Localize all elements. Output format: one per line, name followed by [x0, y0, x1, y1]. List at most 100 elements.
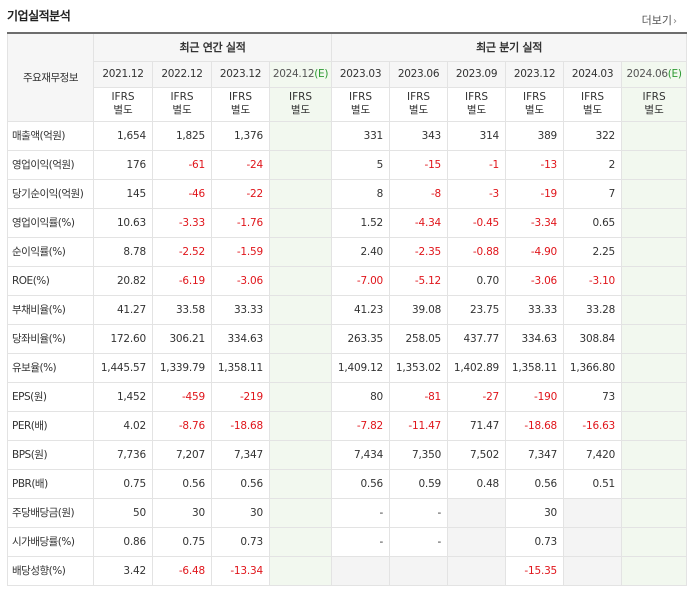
table-cell: 1,358.11: [505, 352, 565, 383]
row-label: 순이익률(%): [7, 236, 94, 267]
financial-summary-table: 주요재무정보 최근 연간 실적 최근 분기 실적 2021.12 2022.12 2023…: [7, 32, 688, 586]
table-cell: -6.19: [152, 265, 212, 296]
table-cell: 8.78: [93, 236, 153, 267]
table-cell: 41.23: [331, 294, 391, 325]
period-header: 2023.12: [211, 60, 270, 88]
table-cell: [621, 149, 688, 180]
table-cell: 20.82: [93, 265, 153, 296]
table-cell: 50: [93, 497, 153, 528]
table-cell: 172.60: [93, 323, 153, 354]
row-label: 당기순이익(억원): [7, 178, 94, 209]
ifrs-line1: IFRS: [170, 91, 194, 103]
table-cell: 7: [563, 178, 623, 209]
table-cell: -: [331, 526, 391, 557]
table-cell: -46: [152, 178, 212, 209]
table-row: PER(배) 4.02 -8.76 -18.68 -7.82 -11.47 71.47 -18…: [7, 410, 688, 441]
table-cell: 1,825: [152, 120, 212, 151]
period-label: 2024.12: [272, 68, 315, 80]
table-cell: 437.77: [447, 323, 507, 354]
table-cell: 0.48: [447, 468, 507, 499]
table-cell: -16.63: [563, 410, 623, 441]
header-row-groups: 주요재무정보 최근 연간 실적 최근 분기 실적: [7, 32, 688, 122]
chevron-right-icon: ›: [673, 16, 677, 27]
row-label: 주당배당금(원): [7, 497, 94, 528]
more-link[interactable]: 더보기›: [642, 12, 680, 28]
table-cell: 71.47: [447, 410, 507, 441]
ifrs-standard-label: IFRS 별도: [93, 86, 153, 122]
table-cell: [447, 497, 507, 528]
period-header: 2023.03: [331, 60, 391, 88]
table-cell: 7,502: [447, 439, 507, 470]
ifrs-standard-label: IFRS 별도: [505, 86, 565, 122]
row-label: PBR(배): [7, 468, 94, 499]
table-cell: [621, 323, 688, 354]
period-header: 2023.12: [505, 60, 565, 88]
row-label: 부채비율(%): [7, 294, 94, 325]
estimate-mark: (E): [667, 68, 682, 80]
period-label: 2024.03: [571, 68, 614, 80]
ifrs-line2: 별도: [582, 104, 603, 116]
table-cell: 7,207: [152, 439, 212, 470]
section-title: 기업실적분석: [7, 9, 71, 23]
period-header: 2024.06(E): [621, 60, 688, 88]
row-label: 매출액(억원): [7, 120, 94, 151]
ifrs-line1: IFRS: [228, 91, 253, 103]
table-cell: 308.84: [563, 323, 623, 354]
table-cell: 8: [331, 178, 391, 209]
table-cell: 0.51: [563, 468, 623, 499]
row-label: PER(배): [7, 410, 94, 441]
ifrs-line2: 별도: [172, 104, 192, 116]
table-cell: 4.02: [93, 410, 153, 441]
table-cell: [268, 294, 333, 325]
ifrs-standard-label: IFRS 별도: [152, 86, 212, 122]
table-cell: -11.47: [389, 410, 449, 441]
table-cell: 0.59: [389, 468, 449, 499]
table-cell: [621, 497, 688, 528]
ifrs-line2: 별도: [350, 104, 371, 116]
table-cell: 2: [563, 149, 623, 180]
table-cell: -81: [389, 381, 449, 412]
period-label: 2023.09: [455, 68, 498, 80]
ifrs-standard-label: IFRS 별도: [563, 86, 623, 122]
period-label: 2023.12: [513, 68, 556, 80]
table-cell: 343: [389, 120, 449, 151]
table-cell: [389, 555, 449, 586]
table-cell: [621, 526, 688, 557]
more-label: 더보기: [641, 14, 672, 27]
table-cell: -3: [447, 178, 507, 209]
ifrs-line1: IFRS: [464, 91, 489, 103]
table-cell: 30: [152, 497, 212, 528]
period-label: 2023.06: [397, 68, 440, 80]
table-cell: -18.68: [505, 410, 565, 441]
ifrs-standard-label: IFRS 별도: [447, 86, 507, 122]
ifrs-line1: IFRS: [288, 91, 313, 103]
table-cell: [621, 236, 688, 267]
ifrs-line2: 별도: [230, 104, 251, 116]
table-cell: [268, 323, 333, 354]
table-cell: 0.56: [211, 468, 270, 499]
ifrs-line1: IFRS: [348, 91, 373, 103]
table-cell: 7,350: [389, 439, 449, 470]
table-cell: [268, 236, 333, 267]
table-cell: [268, 178, 333, 209]
row-label: BPS(원): [7, 439, 94, 470]
table-cell: 0.86: [93, 526, 153, 557]
table-cell: -190: [505, 381, 565, 412]
table-cell: [268, 149, 333, 180]
table-row: 부채비율(%) 41.27 33.58 33.33 41.23 39.08 23.75 33.…: [7, 294, 688, 325]
section-header: 기업실적분석 더보기›: [0, 0, 688, 32]
table-row: 당좌비율(%) 172.60 306.21 334.63 263.35 258.05 437…: [7, 323, 688, 354]
table-cell: -2.52: [152, 236, 212, 267]
table-cell: 7,434: [331, 439, 391, 470]
table-cell: 33.33: [505, 294, 565, 325]
table-cell: 7,736: [93, 439, 153, 470]
table-cell: -13.34: [211, 555, 270, 586]
table-cell: 1,452: [93, 381, 153, 412]
row-label: 영업이익률(%): [7, 207, 94, 238]
ifrs-standard-label: IFRS 별도: [621, 86, 688, 122]
table-cell: [268, 120, 333, 151]
table-cell: -3.10: [563, 265, 623, 296]
ifrs-standard-label: IFRS 별도: [331, 86, 391, 122]
ifrs-line2: 별도: [113, 104, 133, 116]
ifrs-standard-label: IFRS 별도: [268, 86, 333, 122]
